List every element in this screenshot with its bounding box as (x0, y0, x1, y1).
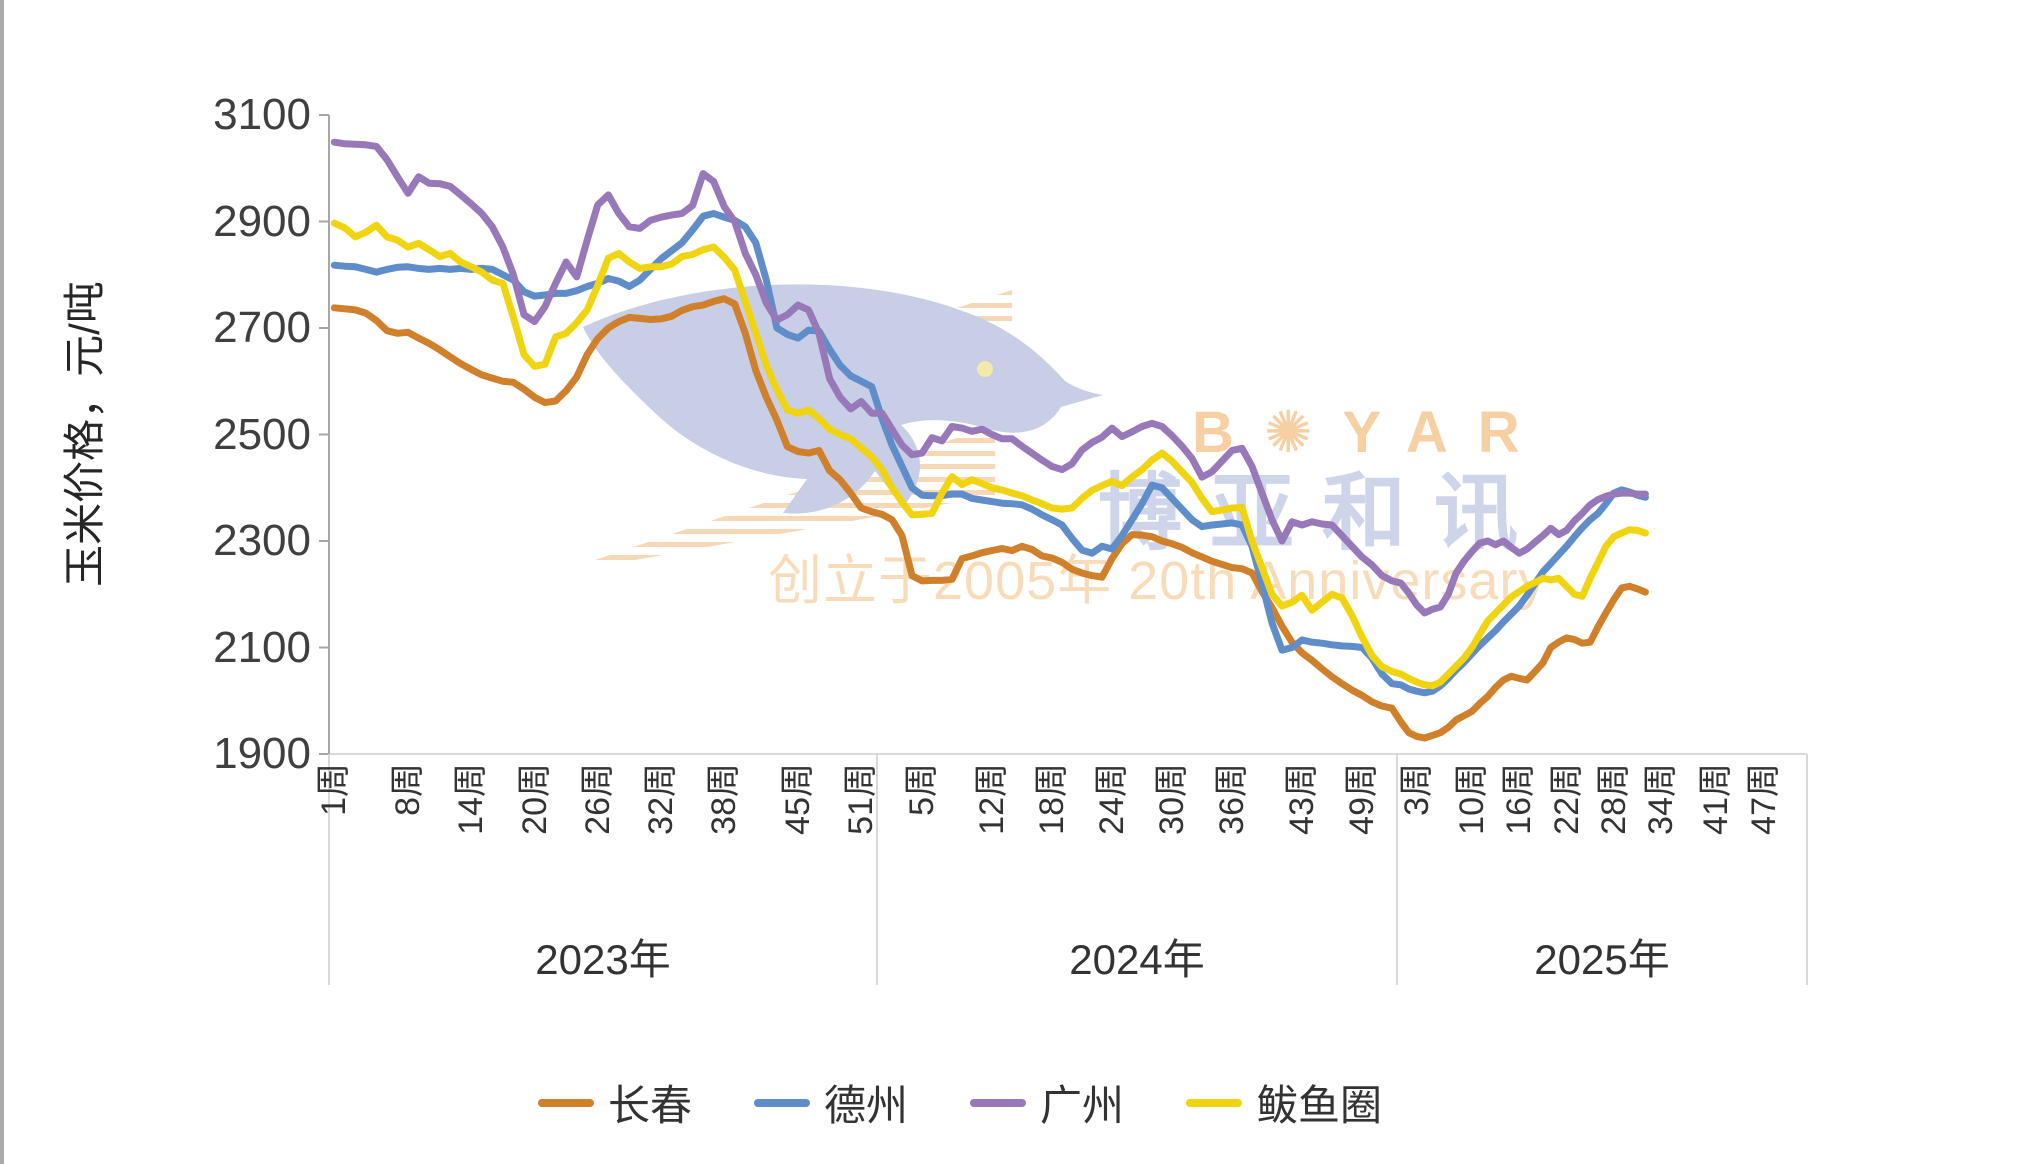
legend-swatch-dezhou (753, 1098, 810, 1107)
x-tick-label-2025年-16周: 16周 (1500, 763, 1539, 835)
y-tick-label-2700: 2700 (213, 303, 311, 352)
x-tick-label-2025年-34周: 34周 (1642, 763, 1681, 835)
x-tick-label-2023年-26周: 26周 (578, 763, 617, 835)
x-tick-label-2024年-30周: 30周 (1153, 763, 1191, 835)
x-tick-label-2024年-5周: 5周 (903, 763, 941, 816)
x-tick-label-2025年-22周: 22周 (1547, 763, 1586, 835)
y-axis-title: 玉米价格，元/吨 (61, 281, 108, 587)
series-line-广州 (330, 138, 1649, 617)
x-tick-label-2024年-36周: 36周 (1213, 763, 1251, 835)
x-tick-label-2023年-8周: 8周 (389, 763, 428, 816)
legend-item-dezhou: 德州 (753, 1072, 908, 1133)
y-tick-label-2100: 2100 (213, 622, 311, 672)
year-label-2023年: 2023年 (535, 936, 671, 983)
y-tick-label-2300: 2300 (213, 516, 311, 565)
year-label-2025年: 2025年 (1534, 936, 1670, 983)
x-tick-label-2023年-45周: 45周 (778, 763, 817, 835)
legend-label-dezhou: 德州 (823, 1082, 908, 1129)
x-tick-label-2025年-3周: 3周 (1397, 763, 1436, 816)
legend: 长春 德州 广州 鲅鱼圈 (537, 1072, 1382, 1133)
x-tick-label-2025年-41周: 41周 (1697, 763, 1736, 835)
x-tick-label-2024年-49周: 49周 (1343, 763, 1381, 835)
x-tick-label-2023年-38周: 38周 (705, 763, 744, 835)
x-tick-label-2024年-43周: 43周 (1283, 763, 1321, 835)
x-tick-label-2023年-32周: 32周 (641, 763, 680, 835)
year-label-2024年: 2024年 (1069, 936, 1205, 983)
x-tick-label-2025年-47周: 47周 (1744, 763, 1783, 835)
legend-label-guangzhou: 广州 (1040, 1082, 1125, 1129)
y-tick-label-2500: 2500 (213, 409, 311, 459)
series-line-鲅鱼圈 (330, 219, 1649, 690)
y-tick-label-3100: 3100 (213, 90, 311, 139)
page-left-border (0, 0, 4, 1164)
legend-swatch-bayuquan (1186, 1098, 1243, 1107)
x-tick-label-2024年-18周: 18周 (1033, 763, 1071, 835)
x-tick-label-2025年-10周: 10周 (1452, 763, 1491, 835)
legend-label-bayuquan: 鲅鱼圈 (1256, 1082, 1383, 1129)
x-tick-label-2023年-20周: 20周 (515, 763, 554, 835)
legend-swatch-guangzhou (970, 1098, 1026, 1107)
dove-eye (977, 361, 993, 377)
x-tick-label-2023年-14周: 14周 (452, 763, 491, 835)
legend-item-guangzhou: 广州 (970, 1072, 1124, 1133)
legend-item-bayuquan: 鲅鱼圈 (1186, 1072, 1382, 1133)
legend-label-changchun: 长春 (607, 1082, 692, 1129)
y-tick-label-2900: 2900 (213, 196, 311, 246)
x-tick-label-2023年-1周: 1周 (315, 763, 354, 816)
x-tick-label-2025年-28周: 28周 (1594, 763, 1633, 835)
legend-swatch-changchun (537, 1098, 594, 1107)
x-tick-label-2023年-51周: 51周 (842, 763, 881, 835)
y-tick-label-1900: 1900 (213, 729, 311, 778)
x-tick-label-2024年-24周: 24周 (1093, 763, 1131, 835)
legend-item-changchun: 长春 (537, 1072, 692, 1133)
x-tick-label-2024年-12周: 12周 (973, 763, 1011, 835)
series-line-长春 (330, 295, 1649, 742)
